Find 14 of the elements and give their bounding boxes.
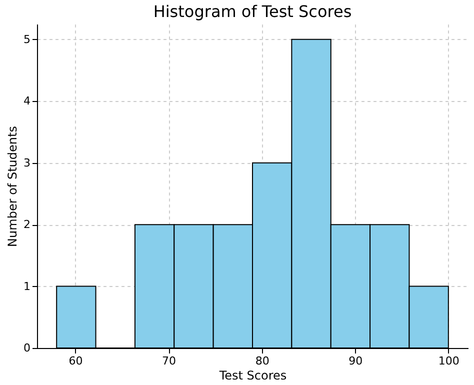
y-tick-label: 1 bbox=[24, 280, 30, 293]
x-tick-label: 70 bbox=[162, 354, 176, 368]
x-axis-title: Test Scores bbox=[218, 368, 287, 382]
chart-title: Histogram of Test Scores bbox=[153, 2, 352, 21]
x-tick-label: 100 bbox=[438, 354, 460, 368]
y-tick-label: 3 bbox=[24, 156, 30, 170]
x-tick-label: 90 bbox=[348, 354, 363, 368]
x-tick-label: 80 bbox=[255, 354, 270, 368]
y-tick-label: 2 bbox=[24, 218, 30, 232]
y-tick-label: 4 bbox=[24, 94, 30, 108]
y-tick-label: 0 bbox=[24, 342, 30, 354]
y-axis-title: Number of Students bbox=[6, 126, 20, 247]
y-tick-label: 5 bbox=[24, 32, 30, 46]
x-tick-label: 60 bbox=[68, 354, 83, 368]
